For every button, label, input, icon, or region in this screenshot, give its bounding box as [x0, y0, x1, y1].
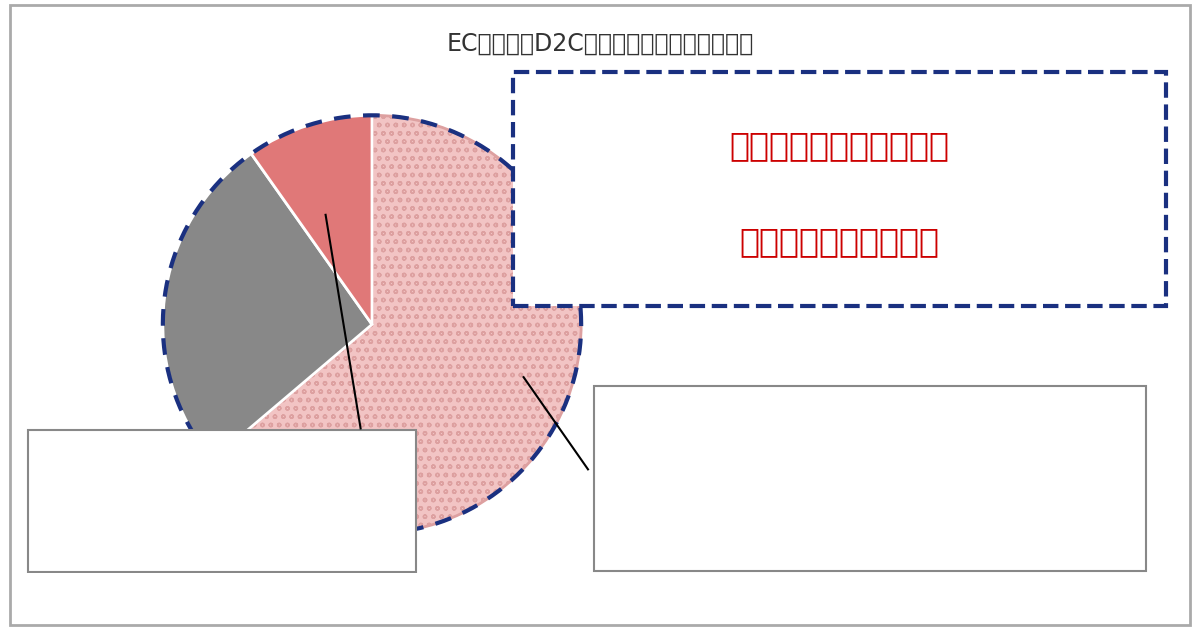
Text: 過去に１度ある　9.8%: 過去に１度ある 9.8%	[161, 524, 283, 542]
Text: よくある　27.3%: よくある 27.3%	[818, 470, 922, 488]
FancyBboxPatch shape	[514, 72, 1165, 306]
Wedge shape	[251, 115, 372, 324]
FancyBboxPatch shape	[594, 386, 1146, 571]
Text: EC・通販・D2C事業者の配送トラブル調査: EC・通販・D2C事業者の配送トラブル調査	[446, 32, 754, 55]
Text: 約７割が住所入力ミスに: 約７割が住所入力ミスに	[730, 129, 949, 163]
FancyBboxPatch shape	[28, 430, 416, 572]
Text: 【住所入力ミスによる誤配経験】: 【住所入力ミスによる誤配経験】	[154, 467, 290, 483]
Text: たまにある　36.5%: たまにある 36.5%	[814, 523, 926, 541]
Text: よる配送トラブル経験: よる配送トラブル経験	[739, 225, 940, 258]
Wedge shape	[163, 154, 372, 460]
Wedge shape	[212, 115, 581, 534]
Text: 【住所入力ミスによる誤配経験】: 【住所入力ミスによる誤配経験】	[802, 418, 938, 433]
